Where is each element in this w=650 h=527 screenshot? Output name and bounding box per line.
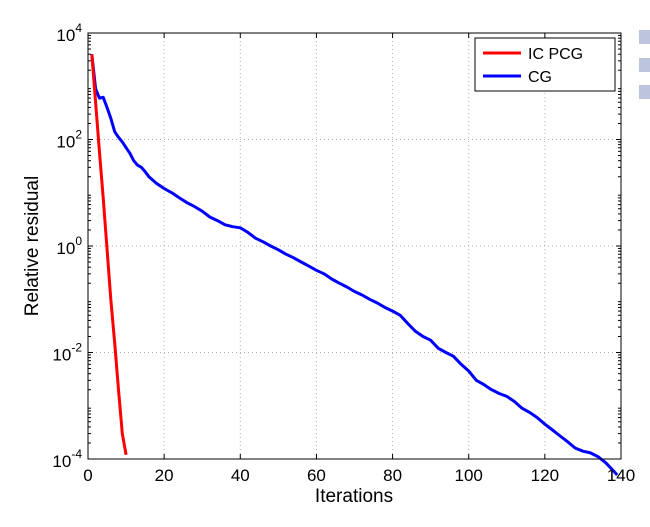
- x-tick-label: 100: [455, 466, 483, 485]
- grid-lines: [88, 33, 621, 459]
- legend-box: [474, 37, 616, 92]
- y-tick-label: 104: [56, 21, 82, 45]
- y-tick-base: 10: [56, 239, 75, 258]
- y-tick-label: 10-2: [52, 341, 82, 365]
- y-axis-label: Relative residual: [22, 176, 43, 316]
- y-tick-base: 10: [52, 346, 71, 365]
- y-tick-exponent: 2: [75, 128, 82, 142]
- y-tick-exponent: -4: [71, 447, 82, 461]
- y-tick-label: 102: [56, 128, 82, 152]
- x-axis-label: Iterations: [315, 486, 393, 507]
- y-tick-label: 10-4: [52, 447, 82, 471]
- series-line-cg: [90, 54, 619, 477]
- y-tick-exponent: 4: [75, 21, 82, 35]
- x-tick-label: 120: [531, 466, 559, 485]
- cropped-edge-fragment: [639, 85, 650, 99]
- x-tick-label: 40: [231, 466, 250, 485]
- x-tick-label: 140: [607, 466, 635, 485]
- series-line-ic-pcg: [90, 54, 128, 456]
- x-tick-labels: 0 20 40 60 80 100 120 140: [83, 466, 635, 485]
- x-tick-label: 80: [383, 466, 402, 485]
- cropped-edge-fragment: [639, 58, 650, 72]
- y-tick-exponent: -2: [71, 341, 82, 355]
- x-tick-label: 20: [155, 466, 174, 485]
- y-tick-base: 10: [56, 133, 75, 152]
- legend-label-cg: CG: [528, 69, 552, 86]
- legend-label-ic-pcg: IC PCG: [528, 46, 583, 63]
- y-tick-label: 100: [56, 234, 82, 258]
- series-lines: [90, 54, 619, 477]
- axis-ticks: [87, 32, 622, 460]
- legend: IC PCG CG: [474, 37, 616, 92]
- x-tick-label: 60: [307, 466, 326, 485]
- y-tick-base: 10: [52, 452, 71, 471]
- plot-frame: [87, 32, 622, 460]
- cropped-edge-fragment: [639, 30, 650, 44]
- y-tick-exponent: 0: [75, 234, 82, 248]
- y-tick-base: 10: [56, 26, 75, 45]
- x-tick-label: 0: [83, 466, 92, 485]
